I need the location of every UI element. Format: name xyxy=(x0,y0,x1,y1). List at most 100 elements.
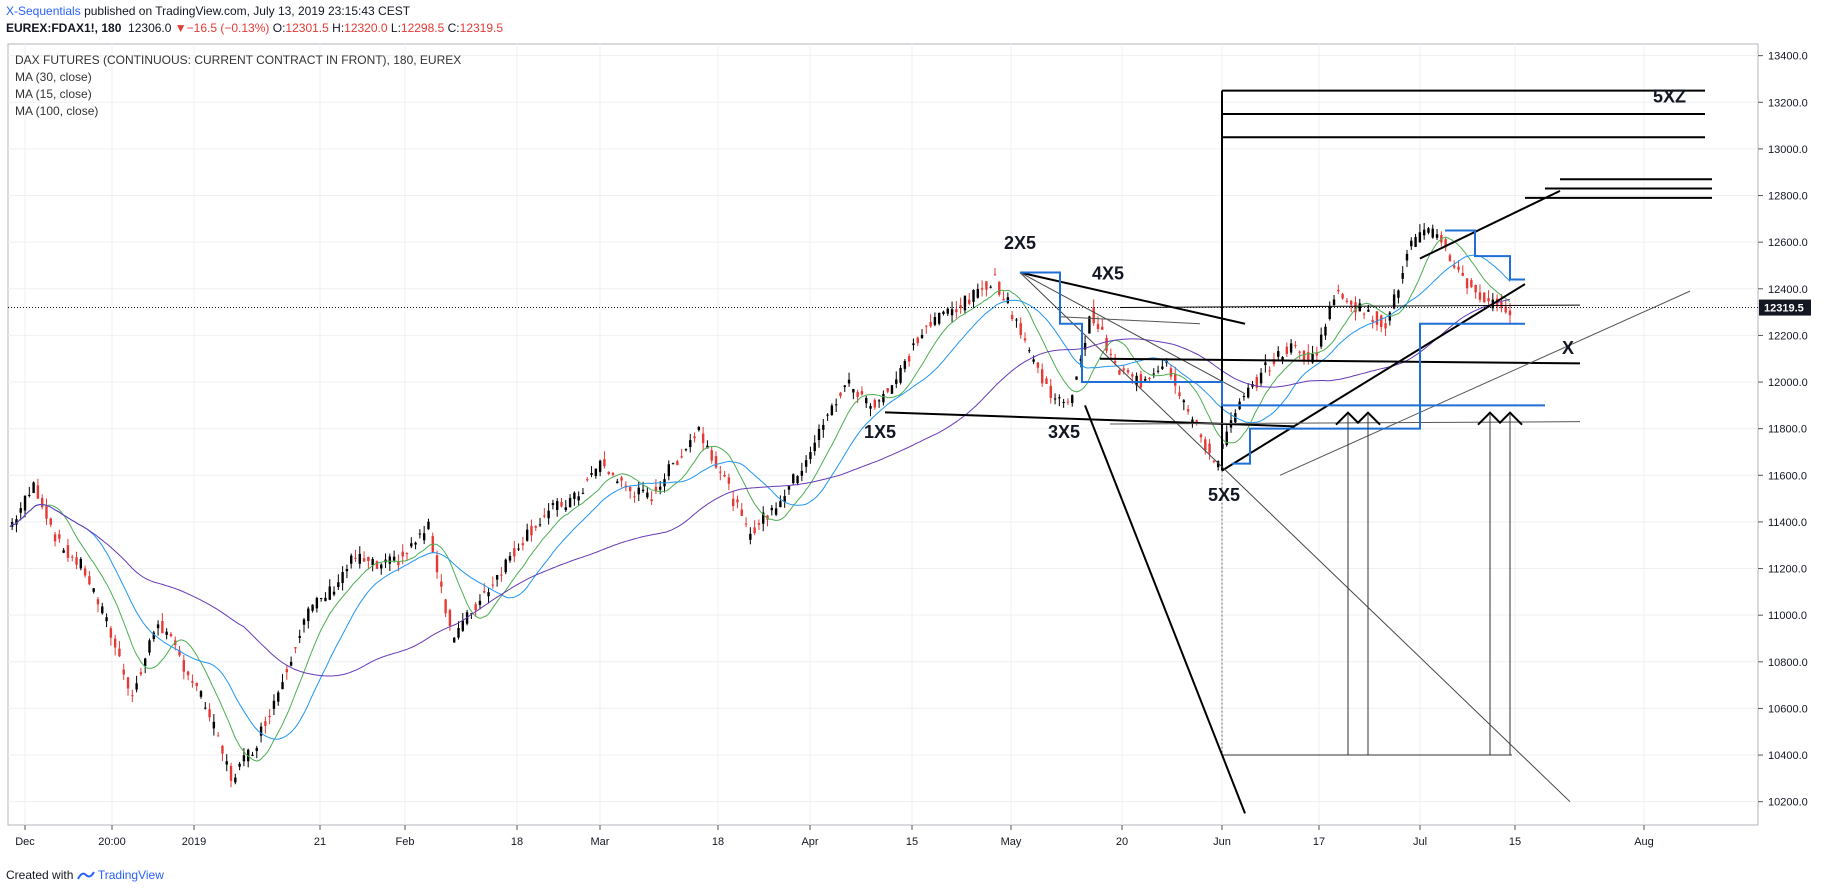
annotation-label: X xyxy=(1562,338,1574,358)
candle-body xyxy=(667,464,670,477)
candle-body xyxy=(577,496,580,501)
candle-body xyxy=(796,476,799,484)
candle-body xyxy=(1281,356,1284,361)
candle-body xyxy=(1246,387,1250,398)
candle-body xyxy=(422,533,426,541)
author-link[interactable]: X-Sequentials xyxy=(6,4,81,18)
candle-body xyxy=(122,669,125,675)
candle-body xyxy=(1285,346,1289,354)
candle-body xyxy=(792,474,795,484)
candle-body xyxy=(646,492,649,498)
footer: Created with TradingView xyxy=(6,868,164,882)
candle-body xyxy=(229,765,233,781)
y-tick-label: 12800.0 xyxy=(1768,191,1808,203)
candle-body xyxy=(328,586,331,600)
legend-ma30: MA (30, close) xyxy=(15,70,92,84)
candle-body xyxy=(1448,255,1452,262)
candle-body xyxy=(852,388,855,393)
candle-body xyxy=(251,754,254,756)
candle-body xyxy=(1216,461,1220,468)
candle-body xyxy=(186,671,190,676)
x-tick-label: 15 xyxy=(1509,836,1521,848)
candle-body xyxy=(49,518,52,525)
open-value: 12301.5 xyxy=(285,21,329,35)
candle-body xyxy=(637,487,640,495)
candle-body xyxy=(1208,443,1211,454)
x-tick-label: Dec xyxy=(15,836,35,848)
x-tick-label: 2019 xyxy=(182,836,206,848)
candle-body xyxy=(813,442,816,452)
annotation-label: 3X5 xyxy=(1048,422,1080,442)
candle-body xyxy=(1023,338,1027,341)
pivot-line xyxy=(1119,304,1581,308)
candle-body xyxy=(1032,359,1035,362)
candle-body xyxy=(199,691,203,697)
tradingview-link[interactable]: TradingView xyxy=(97,868,164,882)
candle-body xyxy=(358,553,361,564)
candle-body xyxy=(1036,362,1040,368)
candle-body xyxy=(487,592,490,597)
candle-body xyxy=(264,721,267,726)
candle-body xyxy=(955,309,958,313)
blue-step-left xyxy=(1020,271,1545,407)
candle-body xyxy=(972,289,975,302)
candle-body xyxy=(998,281,1001,295)
candle-body xyxy=(912,343,915,346)
candle-body xyxy=(590,472,593,475)
candle-body xyxy=(1105,337,1108,351)
candle-body xyxy=(1388,312,1392,321)
y-tick-label: 11200.0 xyxy=(1768,564,1807,576)
candle-body xyxy=(693,436,696,439)
candle-body xyxy=(1242,396,1246,398)
candle-body xyxy=(1131,374,1134,377)
candle-body xyxy=(723,474,726,477)
y-tick-label: 10200.0 xyxy=(1768,797,1808,809)
candle-body xyxy=(1204,439,1207,451)
candle-body xyxy=(216,735,220,737)
candle-body xyxy=(152,632,155,640)
low-value: 12298.5 xyxy=(400,21,445,35)
candle-body xyxy=(126,677,130,689)
candle-body xyxy=(1045,378,1048,384)
candle-body xyxy=(1375,311,1379,325)
candle-body xyxy=(1109,353,1113,355)
candle-body xyxy=(809,452,812,460)
candle-body xyxy=(345,569,349,572)
candle-body xyxy=(1225,431,1228,445)
candle-body xyxy=(109,628,113,638)
candle-body xyxy=(242,755,246,762)
y-tick-label: 11400.0 xyxy=(1768,517,1807,529)
candle-body xyxy=(337,582,340,587)
candle-body xyxy=(1465,278,1469,289)
double-arrow-icon xyxy=(1477,411,1523,426)
candle-body xyxy=(1088,316,1091,334)
candle-body xyxy=(1470,280,1473,288)
candle-body xyxy=(19,508,22,513)
candle-body xyxy=(332,591,336,595)
candle-body xyxy=(1427,228,1430,233)
candle-body xyxy=(985,281,988,290)
candle-body xyxy=(414,542,417,545)
candle-body xyxy=(1307,352,1310,362)
candle-body xyxy=(272,700,276,709)
candle-body xyxy=(736,499,739,503)
candle-body xyxy=(783,496,786,502)
candle-body xyxy=(680,456,683,458)
candle-body xyxy=(654,486,658,492)
candle-body xyxy=(371,559,374,566)
candle-body xyxy=(766,515,769,520)
annotation-label: 4X5 xyxy=(1092,263,1124,283)
candle-body xyxy=(534,526,537,528)
candle-body xyxy=(753,527,756,534)
candle-body xyxy=(1384,323,1387,329)
candle-body xyxy=(1126,370,1130,373)
support-trend-line xyxy=(1221,283,1526,472)
candle-body xyxy=(1324,326,1327,336)
line-2x5 xyxy=(1019,271,1246,325)
x-line xyxy=(1099,357,1581,365)
candle-body xyxy=(427,521,430,530)
candle-body xyxy=(1092,307,1095,324)
candle-body xyxy=(598,460,602,472)
candle-body xyxy=(757,523,761,525)
